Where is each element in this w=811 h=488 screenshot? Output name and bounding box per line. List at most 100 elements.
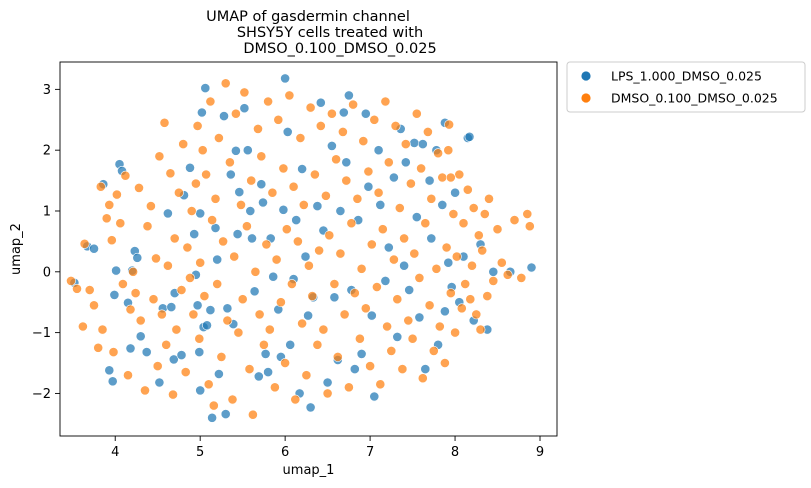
data-point bbox=[78, 321, 88, 332]
data-point bbox=[72, 283, 82, 294]
data-point bbox=[388, 254, 399, 265]
data-point bbox=[420, 218, 431, 229]
chart-title-line: SHSY5Y cells treated with bbox=[237, 25, 423, 41]
data-point bbox=[201, 169, 211, 180]
data-point bbox=[125, 343, 136, 354]
data-point bbox=[107, 376, 118, 387]
data-point bbox=[390, 121, 401, 131]
data-point bbox=[151, 253, 161, 264]
chart-title-line: UMAP of gasdermin channel bbox=[206, 9, 410, 25]
data-point bbox=[409, 248, 420, 259]
data-point bbox=[399, 233, 409, 244]
data-point bbox=[282, 126, 293, 137]
data-point bbox=[315, 97, 326, 108]
y-tick-label: 3 bbox=[43, 83, 51, 98]
data-point bbox=[375, 379, 386, 390]
data-point bbox=[196, 107, 207, 118]
data-point bbox=[371, 282, 382, 292]
data-point bbox=[245, 206, 256, 216]
data-point bbox=[140, 385, 150, 396]
data-point bbox=[278, 204, 289, 215]
data-point bbox=[194, 347, 205, 357]
data-point bbox=[409, 137, 420, 148]
data-point bbox=[115, 218, 126, 229]
y-tick-label: −2 bbox=[32, 387, 51, 402]
data-point bbox=[477, 245, 488, 256]
data-point bbox=[433, 148, 443, 159]
data-point bbox=[488, 275, 499, 286]
data-point bbox=[95, 181, 106, 192]
data-point bbox=[263, 367, 273, 377]
data-point bbox=[250, 266, 261, 277]
data-point bbox=[280, 358, 290, 368]
data-point bbox=[439, 358, 450, 368]
y-axis: −2 −1 0 1 2 3 bbox=[32, 83, 60, 402]
data-point bbox=[188, 309, 199, 320]
data-point bbox=[380, 275, 391, 286]
data-point bbox=[93, 342, 104, 353]
data-point bbox=[366, 310, 377, 321]
data-point bbox=[315, 121, 326, 131]
data-point bbox=[314, 245, 324, 256]
data-point bbox=[444, 119, 454, 130]
data-point bbox=[383, 242, 394, 253]
data-point bbox=[111, 265, 121, 276]
data-point bbox=[154, 151, 165, 162]
data-point bbox=[338, 107, 349, 118]
data-point bbox=[502, 269, 513, 280]
data-point bbox=[324, 230, 335, 241]
data-point bbox=[253, 371, 264, 382]
data-point bbox=[369, 114, 380, 125]
data-point bbox=[135, 331, 146, 342]
data-point bbox=[358, 136, 369, 146]
data-point bbox=[195, 385, 206, 396]
data-point bbox=[192, 300, 203, 311]
data-point bbox=[256, 179, 267, 190]
data-point bbox=[312, 201, 323, 211]
data-point bbox=[404, 285, 415, 295]
data-point bbox=[286, 279, 297, 289]
x-tick-label: 5 bbox=[196, 445, 204, 460]
data-point bbox=[424, 175, 435, 186]
data-point bbox=[195, 257, 206, 268]
legend-marker bbox=[581, 71, 591, 81]
data-point bbox=[264, 324, 275, 335]
chart-title-line: DMSO_0.100_DMSO_0.025 bbox=[243, 41, 436, 57]
data-point bbox=[168, 389, 178, 400]
data-point bbox=[79, 238, 90, 249]
data-point bbox=[224, 157, 235, 168]
data-point bbox=[161, 339, 172, 350]
x-tick-label: 7 bbox=[366, 445, 374, 460]
data-point bbox=[233, 327, 244, 338]
data-point bbox=[268, 271, 279, 282]
x-tick-label: 6 bbox=[281, 445, 289, 460]
data-point bbox=[377, 224, 388, 235]
data-point bbox=[524, 221, 535, 232]
data-point bbox=[104, 365, 115, 376]
data-point bbox=[229, 251, 240, 262]
data-point bbox=[222, 303, 233, 314]
data-point bbox=[232, 229, 243, 239]
data-point bbox=[471, 309, 482, 320]
data-point bbox=[403, 315, 414, 326]
data-point bbox=[97, 324, 108, 335]
data-point bbox=[300, 251, 311, 262]
data-point bbox=[236, 199, 246, 210]
data-point bbox=[516, 272, 527, 283]
data-point bbox=[278, 163, 289, 174]
y-tick-label: 2 bbox=[43, 144, 51, 159]
data-point bbox=[194, 333, 205, 344]
legend-entry-label: DMSO_0.100_DMSO_0.025 bbox=[611, 91, 778, 106]
data-point bbox=[454, 169, 465, 180]
data-point bbox=[216, 351, 227, 362]
data-point bbox=[373, 145, 384, 156]
data-point bbox=[352, 193, 363, 204]
data-point bbox=[162, 208, 173, 219]
data-point bbox=[331, 154, 341, 165]
data-point bbox=[200, 83, 211, 93]
data-point bbox=[329, 292, 340, 303]
data-point bbox=[298, 199, 309, 210]
data-point bbox=[185, 272, 195, 283]
data-point bbox=[414, 312, 425, 323]
data-point bbox=[246, 175, 257, 186]
